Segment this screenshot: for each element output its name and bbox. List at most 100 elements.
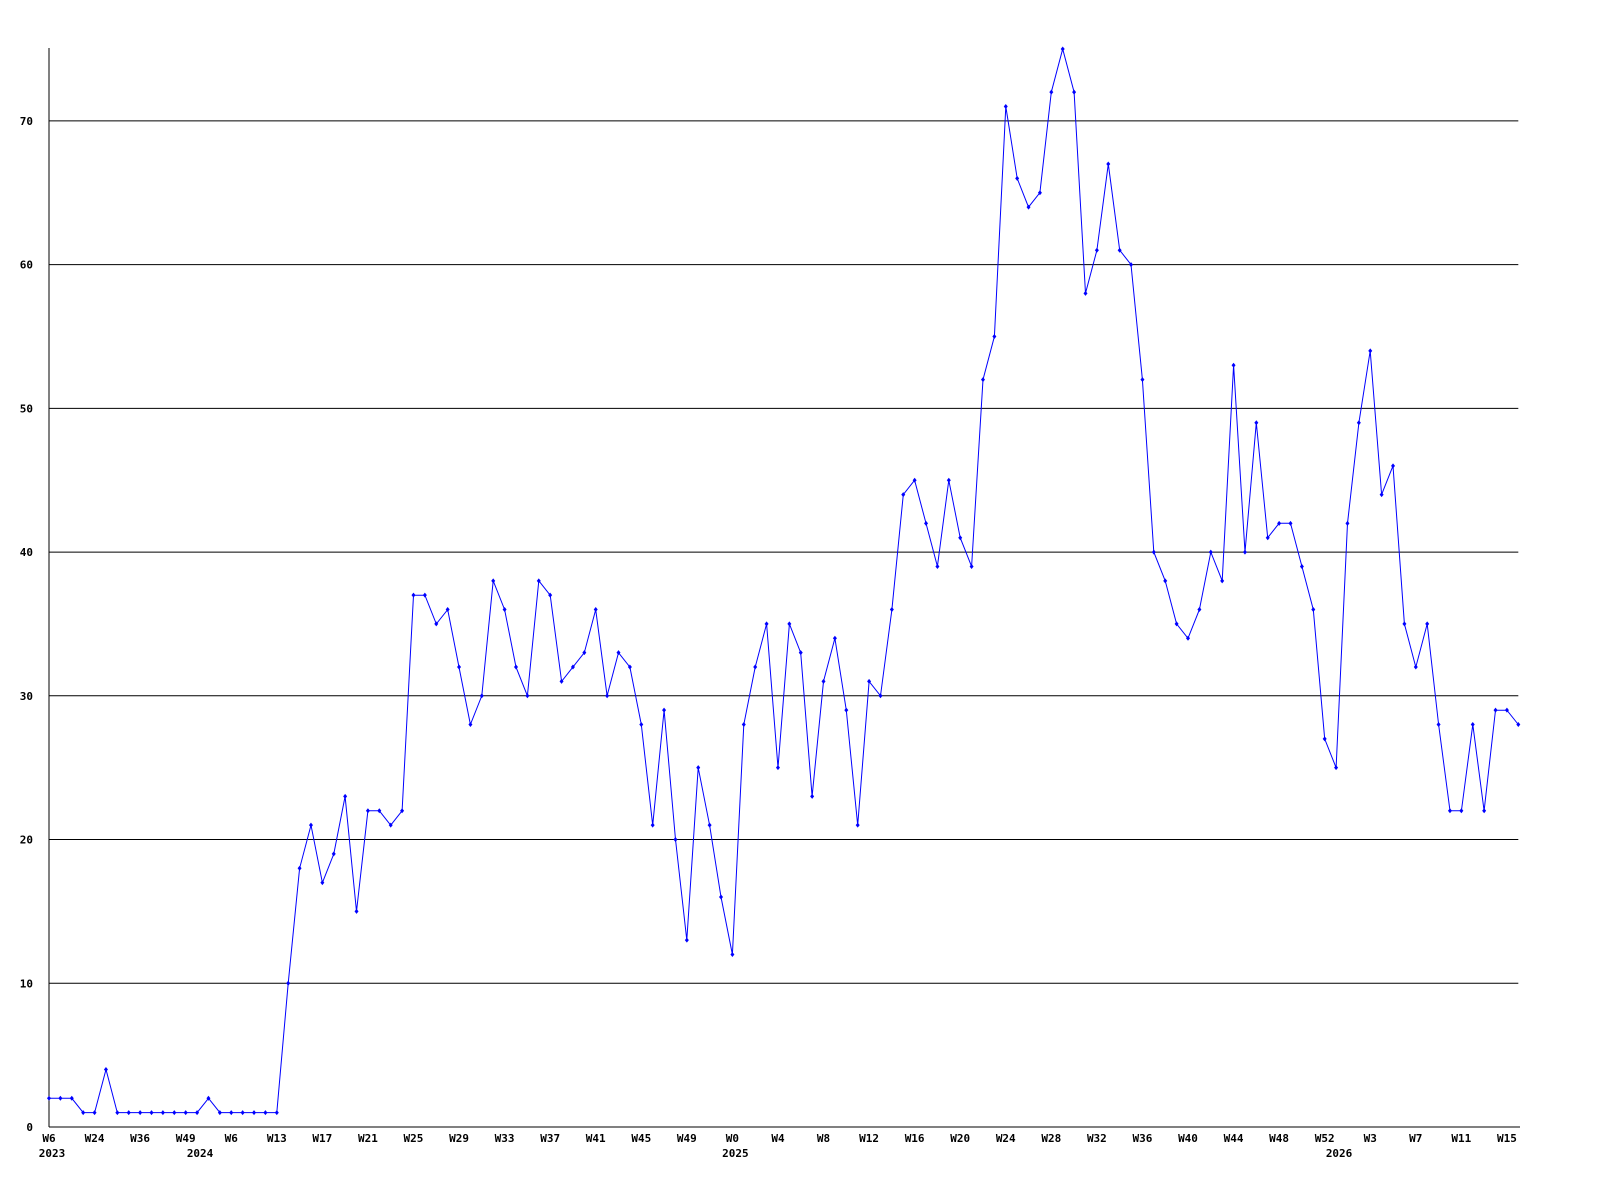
data-point [320, 880, 325, 886]
x-tick-label: W15 [1497, 1132, 1517, 1145]
data-point [889, 607, 894, 613]
data-point [138, 1110, 143, 1116]
data-point [263, 1110, 268, 1116]
data-point [1425, 621, 1430, 627]
data-point [1072, 89, 1077, 95]
data-point [559, 678, 564, 684]
data-point [92, 1110, 97, 1116]
x-tick-label: W45 [631, 1132, 651, 1145]
data-point [570, 664, 575, 670]
data-point [1242, 549, 1247, 555]
data-point [1231, 362, 1236, 368]
x-tick-label: W49 [176, 1132, 196, 1145]
y-tick-label: 40 [20, 546, 33, 559]
data-point [400, 808, 405, 814]
data-point [468, 722, 473, 728]
x-tick-label: W13 [267, 1132, 287, 1145]
x-tick-label: W7 [1409, 1132, 1422, 1145]
x-tick-label: W52 [1315, 1132, 1335, 1145]
data-point [160, 1110, 165, 1116]
data-point [1106, 161, 1111, 167]
data-point [69, 1095, 74, 1101]
data-point [1311, 607, 1316, 613]
x-tick-label: W24 [996, 1132, 1016, 1145]
x-tick-label: W3 [1364, 1132, 1377, 1145]
x-tick-label: W44 [1224, 1132, 1244, 1145]
data-point [1413, 664, 1418, 670]
y-tick-labels: 0 10 20 30 40 50 60 70 [20, 115, 33, 1134]
data-point [810, 793, 815, 799]
data-point [1140, 377, 1145, 383]
data-point [1493, 707, 1498, 713]
data-point [525, 693, 530, 699]
data-point [1459, 808, 1464, 814]
data-point [1334, 765, 1339, 771]
x-tick-label: W36 [130, 1132, 150, 1145]
x-tick-label: W40 [1178, 1132, 1198, 1145]
x-tick-label: W12 [859, 1132, 879, 1145]
data-point [1015, 175, 1020, 181]
data-point [548, 592, 553, 598]
data-point [662, 707, 667, 713]
data-point [1277, 520, 1282, 526]
data-point [673, 837, 678, 843]
year-label: 2025 [722, 1147, 749, 1160]
x-tick-label: W0 [726, 1132, 739, 1145]
data-series [47, 46, 1521, 1116]
data-point [1208, 549, 1213, 555]
x-tick-label: W20 [950, 1132, 970, 1145]
data-point [855, 822, 860, 828]
data-point [1288, 520, 1293, 526]
y-tick-label: 70 [20, 115, 33, 128]
data-point [1345, 520, 1350, 526]
data-point [639, 722, 644, 728]
data-point [980, 377, 985, 383]
year-label: 2026 [1326, 1147, 1353, 1160]
x-tick-label: W4 [771, 1132, 785, 1145]
data-point [1356, 420, 1361, 426]
data-point [81, 1110, 86, 1116]
x-tick-labels: W6 W24 W36 W49 W6 W13 W17 W21 W25 W29 W33 W37 W41 W45… [39, 1132, 1517, 1160]
data-point [411, 592, 416, 598]
data-point [1447, 808, 1452, 814]
data-point [536, 578, 541, 584]
data-point [1083, 290, 1088, 296]
data-point [616, 650, 621, 656]
data-point [343, 793, 348, 799]
data-point [354, 908, 359, 914]
data-point [479, 693, 484, 699]
x-tick-label: W29 [449, 1132, 469, 1145]
data-point [286, 980, 291, 986]
data-point [741, 722, 746, 728]
y-tick-label: 10 [20, 977, 33, 990]
y-tick-label: 20 [20, 834, 33, 847]
data-point [1516, 722, 1521, 728]
data-point [1322, 736, 1327, 742]
data-point [434, 621, 439, 627]
data-point [593, 607, 598, 613]
data-point [1060, 46, 1065, 52]
data-point [1026, 204, 1031, 210]
data-point [935, 563, 940, 569]
data-point [719, 894, 724, 900]
data-point [365, 808, 370, 814]
data-point [821, 678, 826, 684]
data-point [445, 607, 450, 613]
data-point [1003, 103, 1008, 109]
data-point [1504, 707, 1509, 713]
year-label: 2023 [39, 1147, 66, 1160]
data-point [58, 1095, 63, 1101]
data-point [1174, 621, 1179, 627]
data-point [605, 693, 610, 699]
data-point [126, 1110, 131, 1116]
data-point [1482, 808, 1487, 814]
data-point [775, 765, 780, 771]
x-tick-label: W41 [586, 1132, 606, 1145]
data-point [912, 477, 917, 483]
data-point [1299, 563, 1304, 569]
x-tick-label: W6 [42, 1132, 56, 1145]
data-point [1379, 492, 1384, 498]
data-point [946, 477, 951, 483]
x-tick-label: W11 [1451, 1132, 1471, 1145]
